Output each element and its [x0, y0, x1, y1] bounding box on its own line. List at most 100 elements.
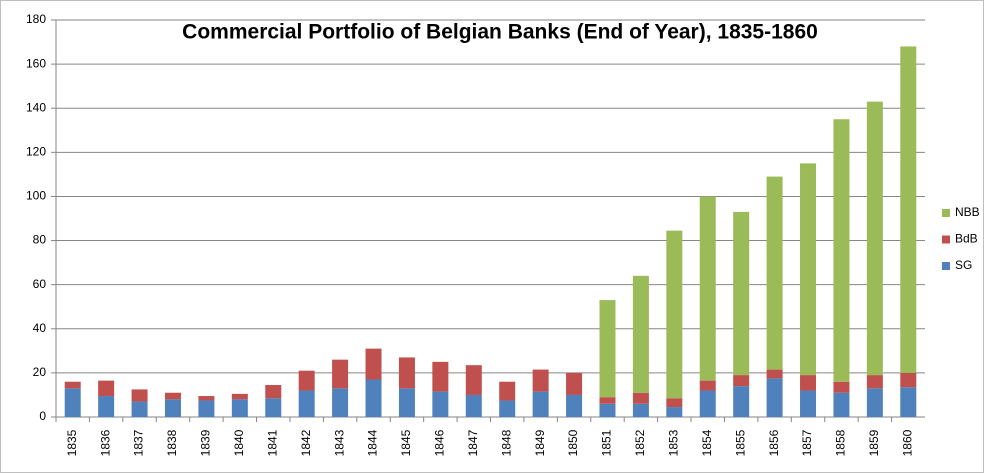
x-tick-label: 1854: [700, 429, 714, 456]
bar-segment: [632, 392, 649, 404]
bar-segment: [866, 101, 883, 376]
x-tick-label: 1850: [566, 429, 580, 456]
legend-label: SG: [955, 258, 972, 272]
bar-segment: [131, 401, 148, 417]
x-tick-label: 1842: [299, 429, 313, 456]
x-tick-label: 1851: [600, 429, 614, 456]
bar-segment: [766, 176, 783, 370]
x-tick-label: 1836: [98, 429, 112, 456]
y-tick-label: 40: [33, 321, 47, 335]
x-tick-label: 1839: [199, 429, 213, 456]
bar-segment: [866, 388, 883, 417]
y-tick-label: 180: [26, 12, 46, 26]
bar-segment: [432, 361, 449, 392]
x-tick-label: 1858: [834, 429, 848, 456]
bar-segment: [298, 370, 315, 391]
x-tick-label: 1849: [533, 429, 547, 456]
bar-segment: [98, 396, 115, 417]
bar-segment: [800, 375, 817, 391]
y-tick-label: 60: [33, 277, 47, 291]
bar-segment: [666, 398, 683, 408]
bar-segment: [833, 392, 850, 417]
x-tick-label: 1856: [767, 429, 781, 456]
bar-segment: [866, 375, 883, 389]
bar-segment: [733, 375, 750, 387]
x-tick-label: 1837: [132, 429, 146, 456]
bar-segment: [265, 385, 282, 399]
bar-segment: [733, 386, 750, 417]
bar-segment: [666, 230, 683, 399]
bar-segment: [800, 163, 817, 376]
x-tick-label: 1846: [433, 429, 447, 456]
x-tick-label: 1852: [633, 429, 647, 456]
bar-segment: [499, 381, 516, 401]
legend-label: NBB: [955, 205, 980, 219]
y-tick-label: 80: [33, 233, 47, 247]
bar-segment: [198, 396, 215, 401]
bar-segment: [766, 378, 783, 417]
y-tick-label: 120: [26, 145, 46, 159]
x-tick-label: 1838: [165, 429, 179, 456]
bar-segment: [900, 387, 917, 417]
legend-label: BdB: [955, 232, 978, 246]
bar-segment: [632, 275, 649, 393]
bar-segment: [231, 399, 248, 417]
bar-segment: [164, 399, 181, 417]
bar-segment: [833, 119, 850, 382]
bar-segment: [766, 369, 783, 379]
bar-segment: [465, 394, 482, 417]
bar-segment: [365, 379, 382, 417]
bar-segment: [900, 372, 917, 388]
legend-swatch: [942, 209, 950, 217]
bar-segment: [164, 392, 181, 400]
bar-segment: [566, 394, 583, 417]
bar-segment: [532, 391, 549, 417]
legend-swatch: [942, 262, 950, 270]
bar-segment: [566, 372, 583, 395]
x-tick-label: 1853: [666, 429, 680, 456]
y-tick-label: 160: [26, 56, 46, 70]
y-tick-label: 0: [39, 409, 46, 423]
bar-segment: [699, 196, 716, 381]
bar-segment: [265, 398, 282, 417]
x-tick-label: 1844: [366, 429, 380, 456]
x-tick-label: 1855: [733, 429, 747, 456]
x-tick-label: 1841: [265, 429, 279, 456]
bar-segment: [532, 369, 549, 392]
bar-segment: [64, 381, 81, 389]
bar-segment: [398, 388, 415, 417]
bar-segment: [231, 393, 248, 400]
x-tick-label: 1848: [499, 429, 513, 456]
bar-segment: [64, 388, 81, 417]
bar-segment: [332, 388, 349, 417]
x-tick-label: 1845: [399, 429, 413, 456]
y-tick-label: 140: [26, 100, 46, 114]
bar-segment: [499, 400, 516, 417]
bar-segment: [833, 381, 850, 393]
bar-segment: [98, 380, 115, 397]
bar-segment: [398, 357, 415, 389]
bar-segment: [365, 348, 382, 380]
bar-segment: [733, 211, 750, 376]
bar-segment: [632, 403, 649, 417]
y-tick-label: 20: [33, 365, 47, 379]
x-tick-label: 1857: [800, 429, 814, 456]
bar-segment: [699, 380, 716, 391]
x-tick-label: 1859: [867, 429, 881, 456]
y-tick-label: 100: [26, 189, 46, 203]
x-tick-label: 1835: [65, 429, 79, 456]
bar-segment: [131, 389, 148, 402]
x-tick-label: 1840: [232, 429, 246, 456]
bar-segment: [666, 407, 683, 417]
x-tick-label: 1847: [466, 429, 480, 456]
bar-segment: [699, 390, 716, 417]
bar-segment: [332, 359, 349, 389]
x-tick-label: 1860: [900, 429, 914, 456]
bar-segment: [599, 403, 616, 417]
bar-segment: [298, 390, 315, 417]
bar-segment: [198, 400, 215, 417]
bar-segment: [800, 390, 817, 417]
bar-segment: [432, 391, 449, 417]
